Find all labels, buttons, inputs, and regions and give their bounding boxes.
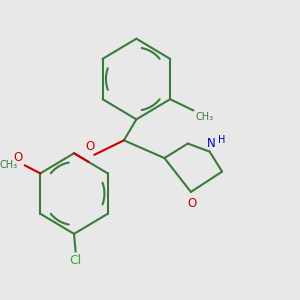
Text: O: O	[85, 140, 94, 153]
Text: N: N	[207, 137, 215, 150]
Text: H: H	[218, 135, 226, 145]
Text: Cl: Cl	[70, 254, 82, 267]
Text: O: O	[188, 197, 197, 210]
Text: CH₃: CH₃	[0, 160, 18, 170]
Text: O: O	[13, 151, 22, 164]
Text: CH₃: CH₃	[195, 112, 213, 122]
